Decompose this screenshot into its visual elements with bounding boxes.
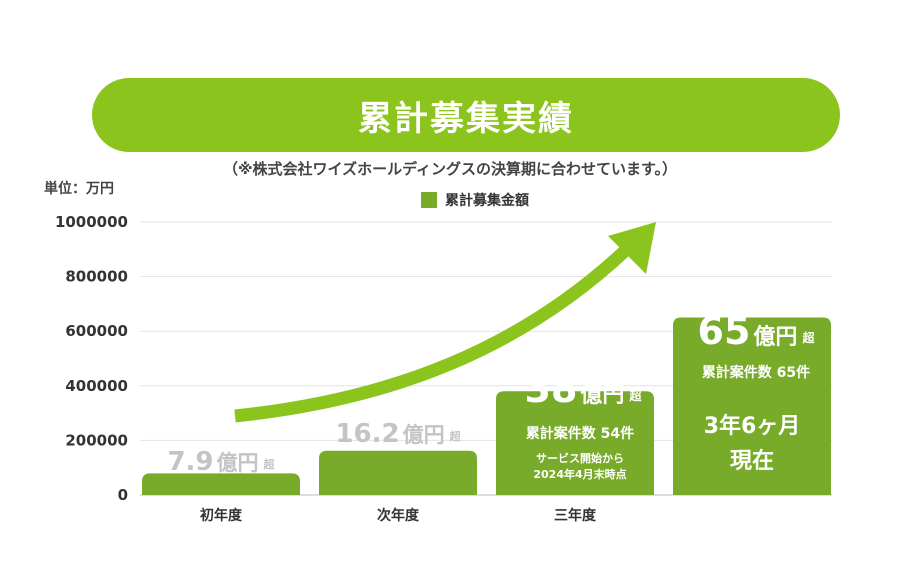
- y-tick-label: 400000: [65, 377, 128, 395]
- trend-arrow-shaft: [234, 243, 633, 423]
- bar: [142, 473, 300, 495]
- bar3-note-line1: サービス開始から: [536, 451, 624, 465]
- bar: [319, 450, 477, 495]
- chart-note: （※株式会社ワイズホールディングスの決算期に合わせています。）: [222, 160, 678, 178]
- legend-swatch: [421, 192, 437, 208]
- x-tick-label: 三年度: [554, 507, 597, 524]
- bar: [496, 391, 654, 495]
- legend: 累計募集金額: [421, 190, 529, 210]
- bar4-period-line1: 3年6ヶ月: [704, 413, 801, 439]
- bar4-amount-label: 65 億円超: [698, 309, 816, 353]
- y-tick-label: 800000: [65, 268, 128, 286]
- y-tick-label: 200000: [65, 431, 128, 449]
- bar3-count-label: 累計案件数 54件: [526, 425, 634, 442]
- bar3-amount-label: 38 億円超: [525, 367, 643, 411]
- bar4-period-line2: 現在: [730, 448, 774, 474]
- trend-arrow-head: [608, 222, 656, 274]
- legend-label: 累計募集金額: [445, 193, 529, 209]
- x-tick-label: 初年度: [200, 507, 243, 524]
- y-tick-label: 1000000: [55, 213, 128, 231]
- title-banner: 累計募集実績: [92, 78, 840, 152]
- bar4-count-label: 累計案件数 65件: [702, 364, 810, 381]
- bar2-amount-label: 16.2 億円超: [335, 419, 461, 449]
- y-tick-label: 0: [118, 486, 128, 504]
- unit-label: 単位：万円: [44, 181, 114, 197]
- chart-title: 累計募集実績: [358, 98, 574, 139]
- bar: [673, 317, 831, 495]
- bar1-amount-label: 7.9 億円超: [167, 447, 275, 477]
- bar3-note-line2: 2024年4月末時点: [533, 467, 626, 481]
- y-tick-label: 600000: [65, 322, 128, 340]
- x-tick-label: 次年度: [377, 507, 420, 524]
